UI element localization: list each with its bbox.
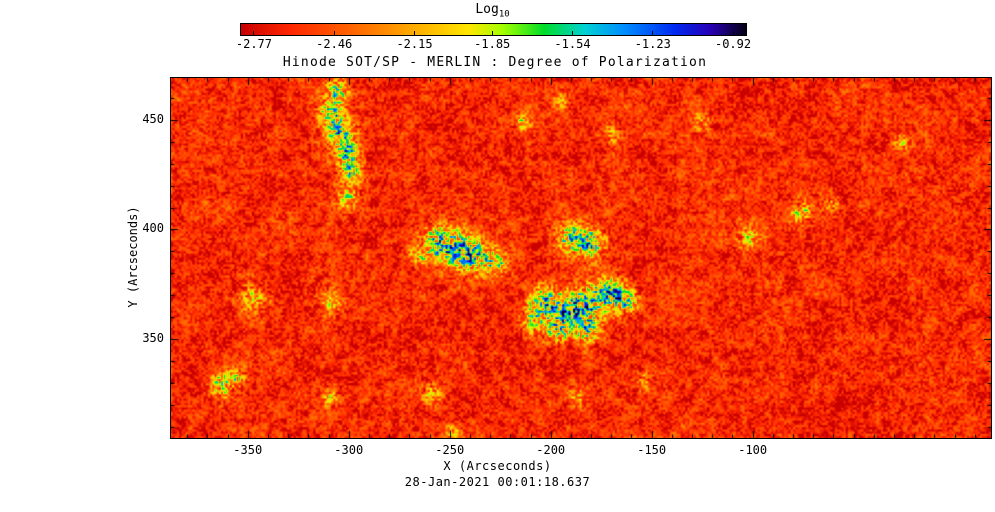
plot-title: Hinode SOT/SP - MERLIN : Degree of Polar… (282, 55, 708, 70)
x-tick-label: -150 (637, 443, 667, 457)
heatmap-canvas (170, 77, 992, 439)
colorbar-title-base: Log (475, 2, 499, 17)
colorbar-gradient (240, 23, 747, 36)
colorbar-tick-label: -0.92 (714, 37, 752, 51)
colorbar-tick-mark (334, 31, 335, 35)
colorbar-tick-label: -2.77 (235, 37, 272, 51)
colorbar-title: Log10 (240, 2, 745, 20)
y-tick-label: 450 (142, 111, 164, 126)
y-tick-label: 350 (142, 331, 164, 346)
colorbar-tick-label: -2.15 (396, 37, 433, 51)
colorbar-title-sub: 10 (498, 9, 510, 20)
x-tick-label: -350 (233, 443, 263, 457)
y-tick-label: 400 (142, 221, 164, 236)
colorbar-tick-label: -1.85 (474, 37, 511, 51)
timestamp: 28-Jan-2021 00:01:18.637 (404, 475, 591, 489)
x-tick-label: -300 (334, 443, 364, 457)
colorbar-tick-label: -1.23 (634, 37, 671, 51)
x-tick-label: -200 (536, 443, 566, 457)
colorbar-tick-mark (652, 31, 653, 35)
x-tick-label: -100 (738, 443, 768, 457)
colorbar-tick-mark (733, 31, 734, 35)
colorbar-tick-label: -2.46 (316, 37, 353, 51)
x-axis-label: X (Arcseconds) (443, 459, 552, 473)
colorbar-tick-mark (253, 31, 254, 35)
colorbar-tick-label: -1.54 (554, 37, 591, 51)
x-tick-label: -250 (435, 443, 465, 457)
colorbar-tick-mark (492, 31, 493, 35)
colorbar-tick-mark (572, 31, 573, 35)
colorbar-tick-mark (414, 31, 415, 35)
